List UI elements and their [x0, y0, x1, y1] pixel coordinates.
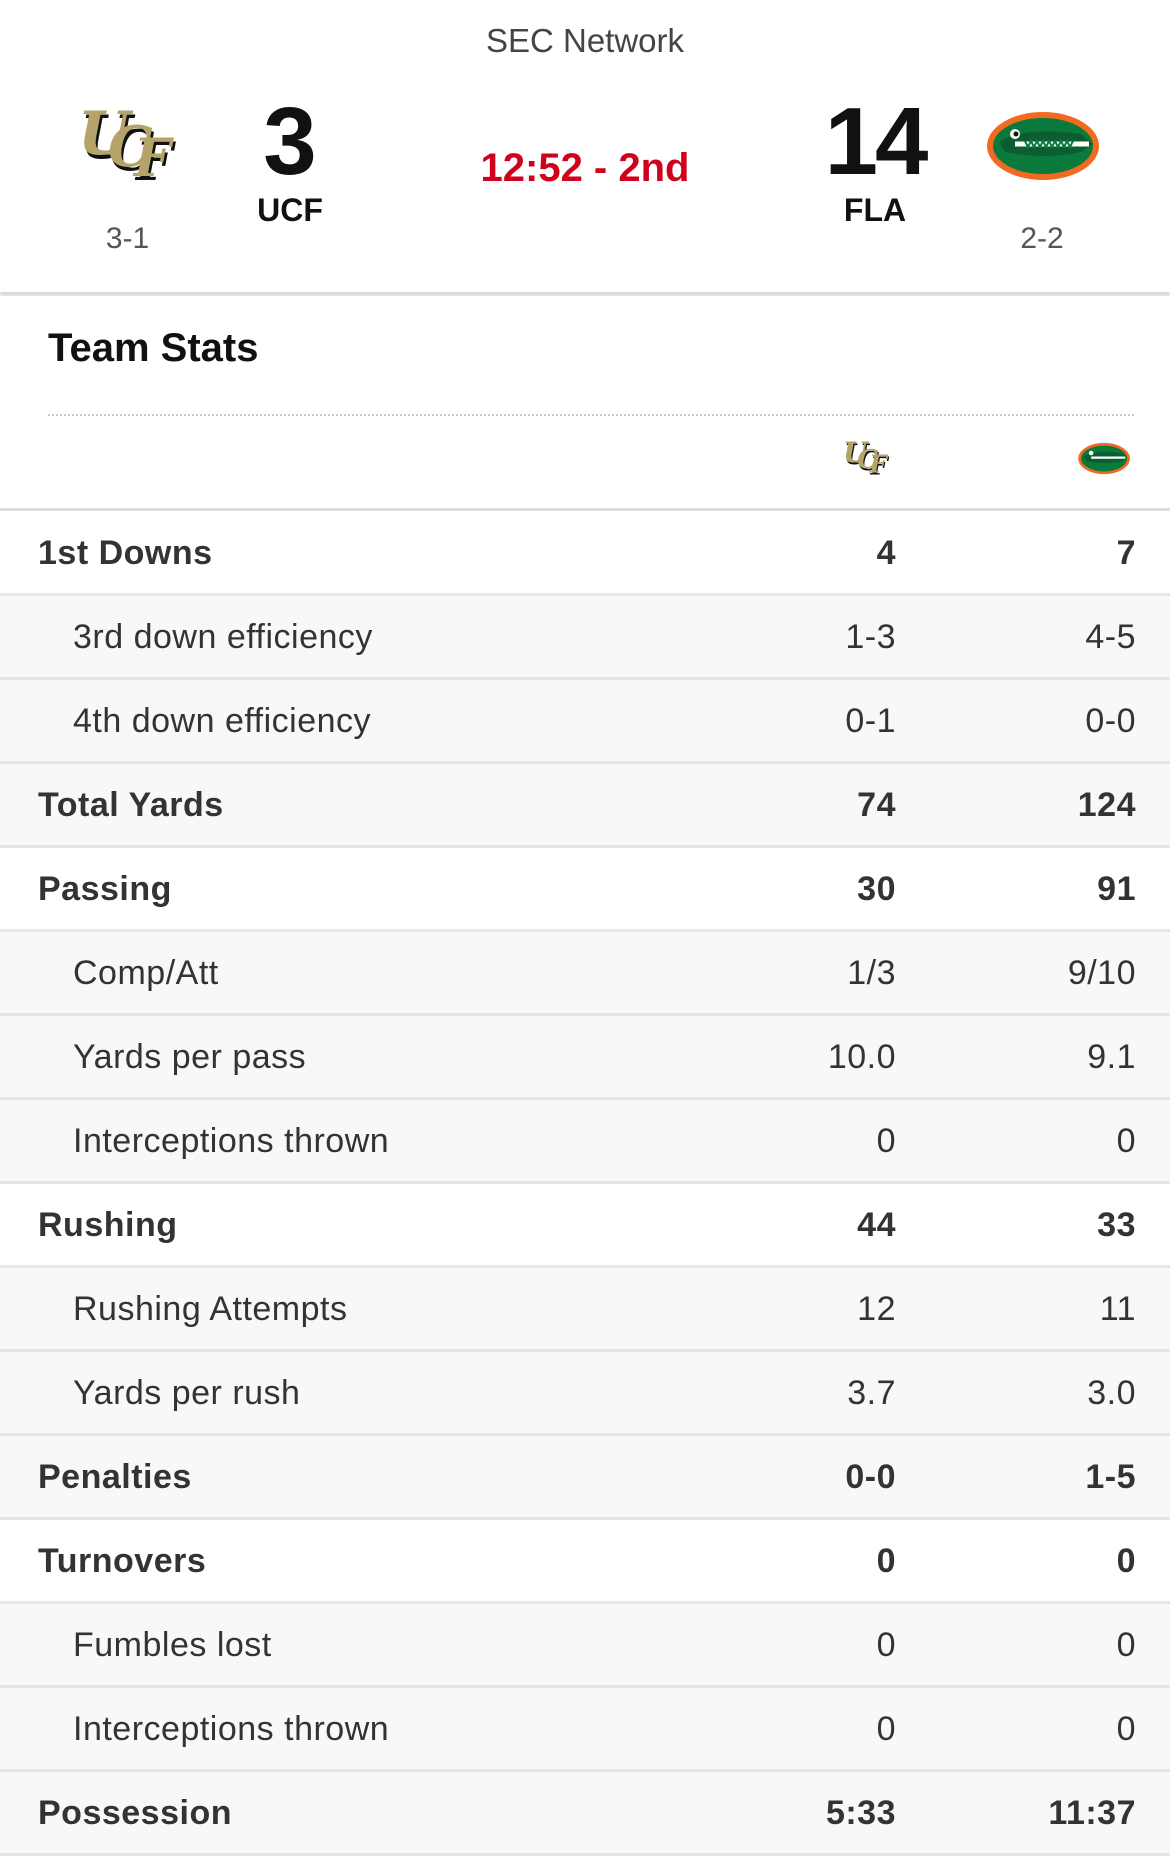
- stat-label: Rushing Attempts: [73, 1290, 348, 1328]
- team-stats-card: Team Stats U C F U C F 1st Downs 4 7 3rd do…: [0, 296, 1170, 1874]
- away-stat-value: 12: [857, 1290, 896, 1328]
- stat-label: Possession: [38, 1794, 232, 1832]
- stat-label: 3rd down efficiency: [73, 618, 373, 656]
- home-stat-value: 11: [1099, 1290, 1136, 1328]
- svg-text:C: C: [110, 118, 155, 184]
- stat-row: Possession 5:33 11:37: [0, 1772, 1170, 1856]
- home-stat-value: 1-5: [1085, 1458, 1136, 1496]
- stat-label: Fumbles lost: [73, 1626, 272, 1664]
- away-stat-value: 10.0: [827, 1038, 896, 1076]
- stat-label: Interceptions thrown: [73, 1710, 390, 1748]
- svg-text:F: F: [132, 128, 174, 186]
- away-stat-value: 0-1: [845, 702, 896, 740]
- florida-gator-logo[interactable]: [985, 108, 1105, 186]
- home-abbr: FLA: [843, 192, 907, 228]
- stat-label: Yards per rush: [73, 1374, 301, 1412]
- stat-label: Turnovers: [38, 1542, 207, 1580]
- svg-text:U: U: [80, 103, 136, 173]
- svg-text:F: F: [868, 450, 888, 478]
- home-stat-value: 0: [1116, 1542, 1136, 1580]
- away-score: 3: [263, 88, 317, 195]
- home-stat-value: 9.1: [1087, 1038, 1136, 1076]
- stat-row: Passing 30 91: [0, 848, 1170, 932]
- ucf-column-logo: U C F U C F: [843, 435, 895, 480]
- home-stat-value: 91: [1097, 870, 1136, 908]
- stat-label: 1st Downs: [38, 534, 213, 572]
- svg-text:C: C: [858, 446, 879, 477]
- scoreboard-header: SEC Network U C F U C F 3-1 3 UCF 12:52 …: [0, 0, 1170, 292]
- home-stat-value: 0-0: [1085, 702, 1136, 740]
- home-stat-value: 11:37: [1048, 1794, 1136, 1832]
- stat-label: 4th down efficiency: [73, 702, 372, 740]
- away-stat-value: 0: [876, 1626, 896, 1664]
- florida-column-logo: [1076, 441, 1134, 477]
- svg-text:U: U: [78, 100, 134, 169]
- home-stat-value: 4-5: [1085, 618, 1136, 656]
- stat-label: Rushing: [38, 1206, 178, 1244]
- stat-label: Total Yards: [38, 786, 224, 824]
- stat-row: Comp/Att 1/3 9/10: [0, 932, 1170, 1016]
- away-record: 3-1: [105, 222, 150, 255]
- stat-row: Penalties 0-0 1-5: [0, 1436, 1170, 1520]
- home-stat-value: 33: [1097, 1206, 1136, 1244]
- stat-row: Rushing 44 33: [0, 1184, 1170, 1268]
- broadcast-network: SEC Network: [485, 22, 685, 59]
- stat-row: Turnovers 0 0: [0, 1520, 1170, 1604]
- svg-text:F: F: [869, 451, 889, 478]
- stat-row: 3rd down efficiency 1-3 4-5: [0, 596, 1170, 680]
- home-stat-value: 124: [1077, 786, 1136, 824]
- stat-label: Interceptions thrown: [73, 1122, 390, 1160]
- stat-row: Yards per rush 3.7 3.0: [0, 1352, 1170, 1436]
- stats-table: 1st Downs 4 7 3rd down efficiency 1-3 4-5 4th …: [0, 512, 1170, 1856]
- away-stat-value: 44: [857, 1206, 896, 1244]
- home-stat-value: 0: [1116, 1710, 1136, 1748]
- away-stat-value: 74: [857, 786, 896, 824]
- stat-row: 1st Downs 4 7: [0, 512, 1170, 596]
- home-stat-value: 0: [1116, 1122, 1136, 1160]
- stat-label: Passing: [38, 870, 172, 908]
- team-stats-title: Team Stats: [48, 326, 259, 370]
- svg-text:C: C: [108, 114, 153, 180]
- away-stat-value: 5:33: [825, 1794, 896, 1832]
- away-stat-value: 30: [857, 870, 896, 908]
- away-stat-value: 0: [876, 1710, 896, 1748]
- stat-label: Comp/Att: [73, 954, 219, 992]
- home-record: 2-2: [1020, 222, 1064, 255]
- svg-text:U: U: [843, 436, 870, 469]
- svg-text:C: C: [857, 444, 878, 475]
- ucf-logo[interactable]: U C F U C F: [78, 100, 188, 186]
- svg-text:U: U: [844, 437, 871, 471]
- away-stat-value: 3.7: [847, 1374, 896, 1412]
- home-stat-value: 3.0: [1087, 1374, 1136, 1412]
- stat-row: 4th down efficiency 0-1 0-0: [0, 680, 1170, 764]
- stat-label: Yards per pass: [73, 1038, 307, 1076]
- stat-row: Fumbles lost 0 0: [0, 1604, 1170, 1688]
- home-stat-value: 9/10: [1067, 954, 1136, 992]
- home-stat-value: 7: [1116, 534, 1136, 572]
- stat-row: Interceptions thrown 0 0: [0, 1688, 1170, 1772]
- home-stat-value: 0: [1116, 1626, 1136, 1664]
- stat-row: Yards per pass 10.0 9.1: [0, 1016, 1170, 1100]
- away-stat-value: 0-0: [845, 1458, 896, 1496]
- stat-row: Rushing Attempts 12 11: [0, 1268, 1170, 1352]
- dotted-divider: [48, 414, 1134, 416]
- away-stat-value: 1-3: [845, 618, 896, 656]
- game-clock: 12:52 - 2nd: [480, 146, 690, 190]
- away-stat-value: 0: [876, 1542, 896, 1580]
- svg-text:F: F: [134, 132, 176, 186]
- away-stat-value: 1/3: [847, 954, 896, 992]
- header-rule: [0, 508, 1170, 511]
- home-score: 14: [824, 88, 929, 195]
- stat-row: Total Yards 74 124: [0, 764, 1170, 848]
- away-stat-value: 4: [876, 534, 896, 572]
- away-stat-value: 0: [876, 1122, 896, 1160]
- stat-row: Interceptions thrown 0 0: [0, 1100, 1170, 1184]
- stat-label: Penalties: [38, 1458, 192, 1496]
- away-abbr: UCF: [257, 192, 323, 228]
